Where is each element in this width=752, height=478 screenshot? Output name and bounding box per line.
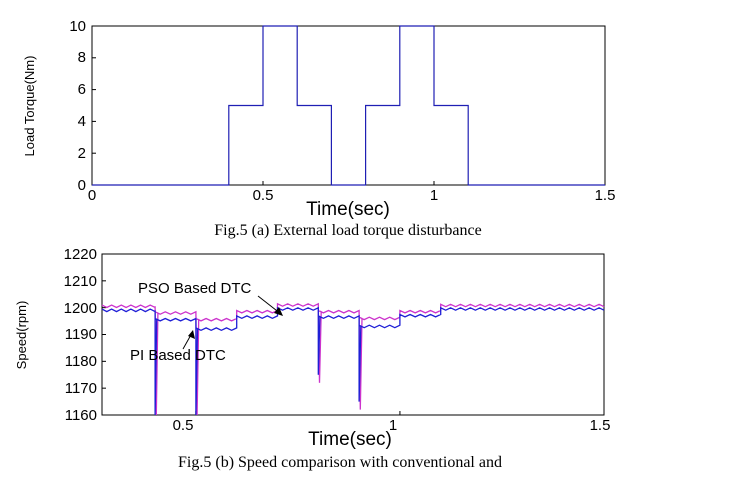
speed-ytick-1: 1170: [65, 380, 97, 397]
torque-ytick-1: 2: [78, 145, 86, 162]
speed-ytick-3: 1190: [65, 326, 97, 343]
speed-caption: Fig.5 (b) Speed comparison with conventi…: [178, 454, 502, 471]
pi-annotation: PI Based DTC: [130, 347, 226, 364]
speed-series-pso-line: [101, 302, 605, 416]
pi-annotation-arrowhead: [188, 330, 195, 339]
torque-chart: 0 0.5 1 1.5 0 2 4 6 8 10 Time(sec) Load …: [22, 18, 615, 239]
torque-xtick-3: 1.5: [595, 187, 616, 204]
speed-series-pi-line: [101, 306, 605, 416]
torque-xlabel: Time(sec): [306, 199, 390, 220]
torque-xtick-0: 0: [88, 187, 96, 204]
speed-ylabel: Speed(rpm): [14, 301, 29, 370]
pso-annotation-arrowhead: [274, 307, 283, 316]
speed-tick-marks: [102, 253, 605, 416]
torque-ytick-0: 0: [78, 177, 86, 194]
speed-xtick-0: 0.5: [173, 417, 194, 434]
torque-plot-frame: [91, 25, 606, 186]
speed-xtick-2: 1.5: [590, 417, 611, 434]
torque-ytick-4: 8: [78, 49, 86, 66]
speed-ytick-0: 1160: [65, 407, 97, 424]
speed-chart: 0.5 1 1.5 1160 1170 1180 1190 1200 1210 …: [14, 246, 610, 471]
speed-plot-frame: [101, 253, 605, 416]
torque-ytick-3: 6: [78, 81, 86, 98]
pso-annotation: PSO Based DTC: [138, 280, 252, 297]
torque-ytick-5: 10: [69, 18, 86, 35]
speed-ytick-2: 1180: [65, 353, 97, 370]
speed-ytick-5: 1210: [64, 273, 97, 290]
speed-ytick-4: 1200: [64, 300, 97, 317]
speed-xtick-1: 1: [389, 417, 397, 434]
torque-xtick-1: 0.5: [253, 187, 274, 204]
torque-caption: Fig.5 (a) External load torque disturban…: [214, 222, 481, 239]
speed-xlabel: Time(sec): [308, 429, 392, 450]
speed-ytick-6: 1220: [64, 246, 97, 263]
torque-ytick-2: 4: [78, 113, 86, 130]
torque-tick-marks: [91, 25, 606, 186]
torque-xtick-2: 1: [430, 187, 438, 204]
torque-series-line: [92, 25, 605, 186]
torque-ylabel: Load Torque(Nm): [22, 56, 37, 157]
